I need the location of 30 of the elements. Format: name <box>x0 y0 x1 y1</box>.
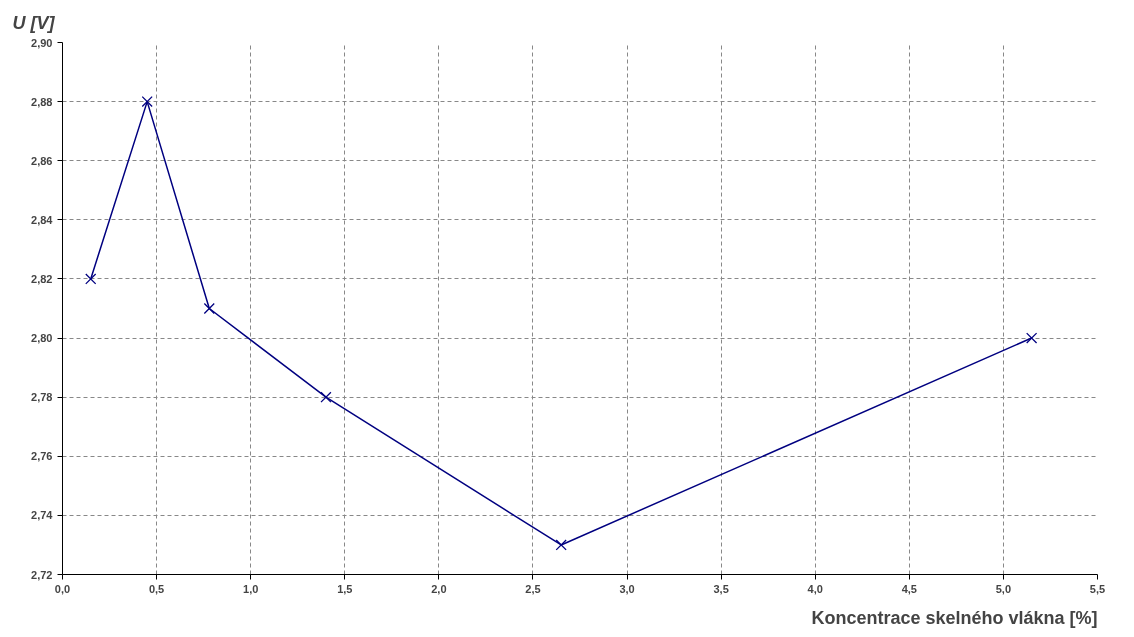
x-tick-label: 2,0 <box>431 582 447 595</box>
point <box>1026 332 1038 344</box>
y-axis-title: U [V] <box>12 12 56 33</box>
point <box>555 539 567 551</box>
y-tick-label: 2,76 <box>31 450 53 463</box>
y-tick-label: 2,72 <box>31 568 53 581</box>
point <box>203 302 215 315</box>
y-tick-label: 2,86 <box>31 154 53 167</box>
point <box>141 96 153 108</box>
y-tick-label: 2,82 <box>31 272 53 285</box>
point <box>85 273 97 285</box>
y-tick-label: 2,78 <box>31 391 53 404</box>
x-tick-label: 1,0 <box>243 582 259 595</box>
x-tick-label: 3,0 <box>619 582 635 595</box>
x-tick-label: 2,5 <box>525 582 541 595</box>
x-axis-title: Koncentrace skelného vlákna [%] <box>811 607 1098 628</box>
y-tick-label: 2,80 <box>31 332 53 345</box>
x-tick-label: 1,5 <box>337 582 353 595</box>
x-tick-label: 5,0 <box>995 582 1012 595</box>
x-tick-label: 0,5 <box>148 582 165 595</box>
point <box>320 391 332 403</box>
y-tick-label: 2,84 <box>31 213 54 226</box>
y-tick-label: 2,88 <box>31 95 53 108</box>
x-tick-label: 4,0 <box>807 582 823 595</box>
x-tick-label: 3,5 <box>713 582 729 595</box>
x-tick-label: 4,5 <box>901 582 917 595</box>
y-tick-label: 2,74 <box>31 509 54 522</box>
x-tick-label: 5,5 <box>1089 582 1106 595</box>
x-tick-label: 0,0 <box>54 582 71 595</box>
y-tick-label: 2,90 <box>31 36 53 49</box>
